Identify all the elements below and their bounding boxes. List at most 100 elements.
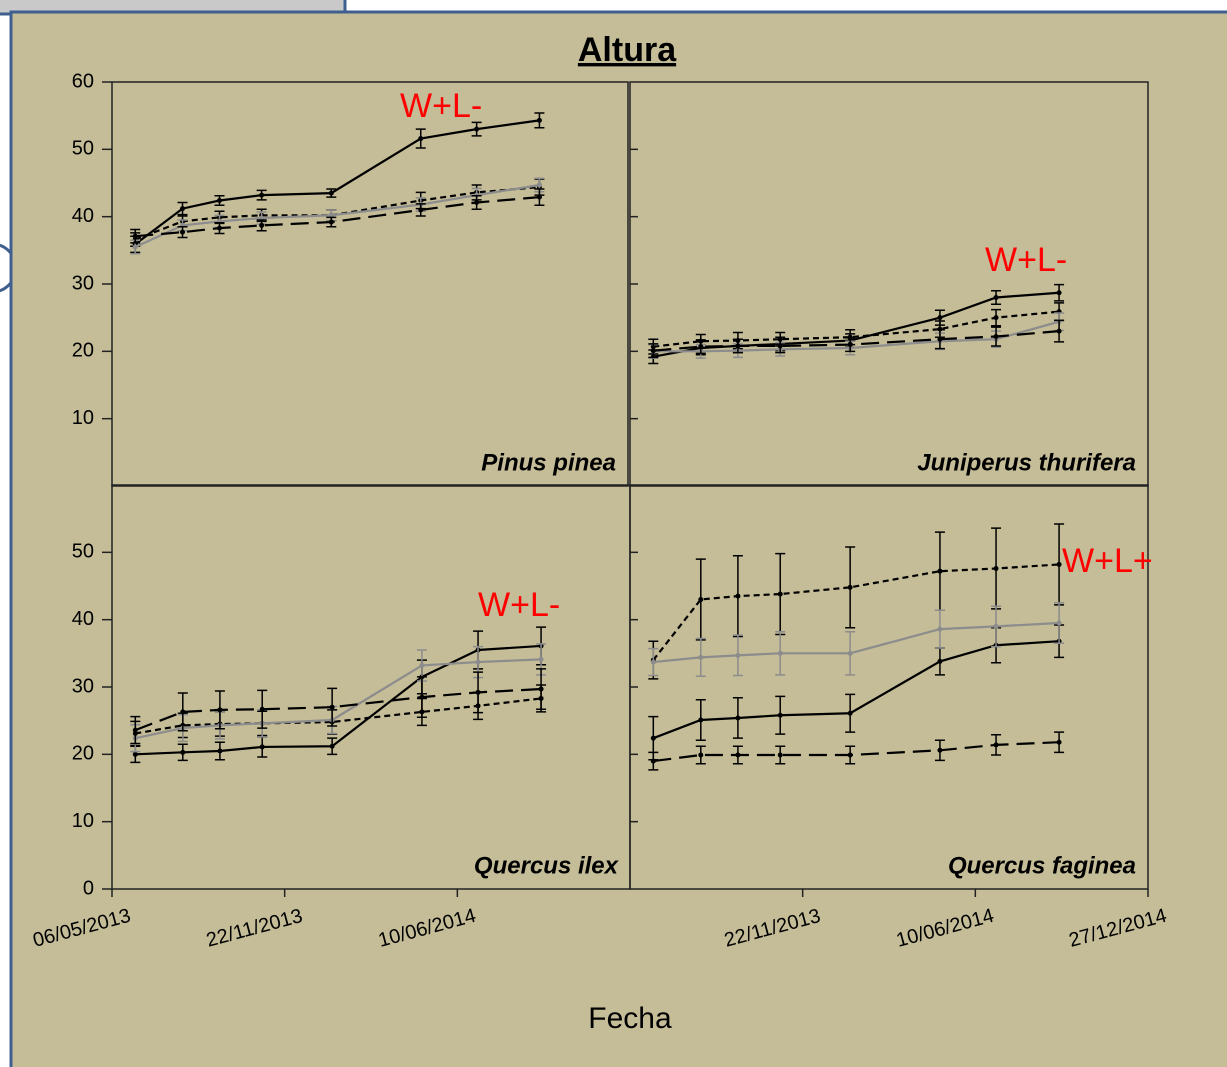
series-line <box>652 563 1060 661</box>
series-line <box>135 644 542 756</box>
point <box>1056 290 1062 296</box>
series-line <box>652 640 1060 740</box>
point <box>847 710 853 716</box>
point <box>536 117 542 123</box>
point <box>474 126 480 132</box>
point <box>937 658 943 664</box>
series-line <box>134 185 540 241</box>
point <box>650 659 656 665</box>
y-tick-label: 0 <box>83 877 94 899</box>
point <box>937 568 943 574</box>
y-tick-label: 40 <box>72 205 94 227</box>
point <box>698 654 704 660</box>
series-line <box>653 320 1060 353</box>
point <box>180 206 186 212</box>
series-line <box>134 119 540 246</box>
point <box>993 565 999 571</box>
series-line <box>135 658 542 740</box>
series-line <box>653 741 1060 763</box>
point <box>847 650 853 656</box>
point <box>735 343 741 349</box>
annotation: W+L- <box>985 241 1067 279</box>
point <box>777 591 783 597</box>
point <box>329 704 335 710</box>
point <box>475 689 481 695</box>
point <box>217 225 222 231</box>
point <box>650 758 656 764</box>
point <box>1056 328 1062 334</box>
point <box>259 706 265 712</box>
series-line <box>134 687 542 732</box>
y-tick-label: 40 <box>72 608 94 630</box>
annotation: W+L+ <box>1062 542 1153 580</box>
point <box>474 200 480 206</box>
point <box>132 751 138 757</box>
point <box>132 727 138 733</box>
point <box>419 694 425 700</box>
annotation: W+L- <box>478 586 560 624</box>
point <box>1056 739 1062 745</box>
point <box>259 215 265 221</box>
point <box>536 194 542 200</box>
point <box>419 662 425 668</box>
point <box>993 315 999 321</box>
point <box>217 748 223 754</box>
point <box>536 182 542 188</box>
series-line <box>653 621 1060 664</box>
point <box>847 584 853 590</box>
point <box>259 192 265 198</box>
point <box>475 659 481 665</box>
y-tick-label: 30 <box>72 675 94 697</box>
point <box>132 244 138 250</box>
point <box>698 752 704 758</box>
point <box>1056 561 1062 567</box>
series-line <box>134 183 540 248</box>
point <box>735 593 741 599</box>
point <box>1056 620 1062 626</box>
point <box>180 709 186 715</box>
point <box>698 717 704 723</box>
series-line <box>653 310 1060 348</box>
point <box>777 343 783 349</box>
x-axis-label: Fecha <box>588 1002 672 1035</box>
point <box>180 229 186 235</box>
point <box>328 190 334 196</box>
y-tick-label: 30 <box>72 272 94 294</box>
panel-label: Pinus pinea <box>481 449 616 476</box>
point <box>735 715 741 721</box>
panel-label: Quercus faginea <box>948 852 1136 879</box>
point <box>993 742 999 748</box>
y-tick-label: 50 <box>72 138 94 160</box>
series-line <box>653 330 1060 352</box>
point <box>538 656 544 662</box>
y-tick-label: 20 <box>72 743 94 765</box>
point <box>937 626 943 632</box>
annotation: W+L- <box>400 87 482 125</box>
point <box>217 198 222 204</box>
point <box>650 735 656 741</box>
point <box>993 334 999 340</box>
y-tick-label: 10 <box>72 810 94 832</box>
chart-title: Altura <box>578 31 677 69</box>
series-line <box>653 291 1060 358</box>
point <box>937 336 943 342</box>
point <box>735 652 741 658</box>
point <box>847 342 853 348</box>
point <box>259 744 265 750</box>
y-tick-label: 20 <box>72 340 94 362</box>
point <box>698 596 704 602</box>
point <box>993 294 999 300</box>
point <box>937 747 943 753</box>
point <box>777 752 783 758</box>
y-tick-label: 10 <box>72 407 94 429</box>
point <box>180 749 186 755</box>
panel-label: Quercus ilex <box>474 852 620 879</box>
point <box>993 623 999 629</box>
point <box>328 212 334 218</box>
point <box>698 344 704 350</box>
point <box>777 712 783 718</box>
point <box>259 222 265 228</box>
point <box>538 686 544 692</box>
